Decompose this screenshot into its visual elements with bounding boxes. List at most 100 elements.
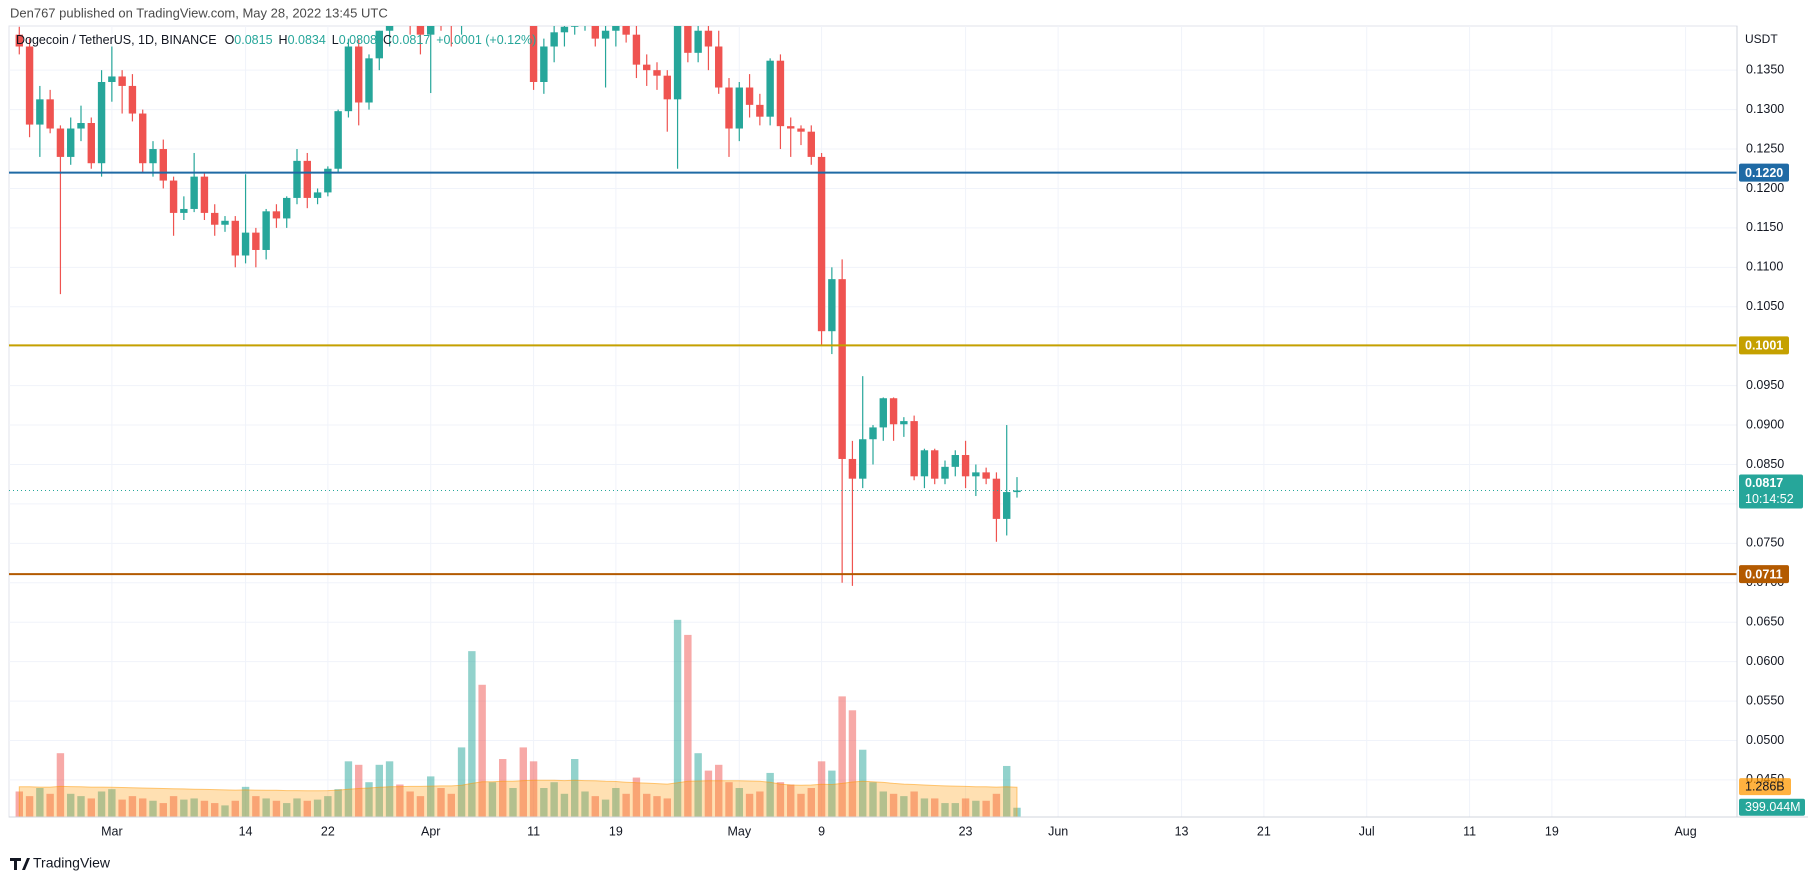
candle-body	[879, 398, 887, 428]
level-label: 0.1001	[1745, 339, 1783, 353]
candle-body	[108, 76, 116, 82]
volume-bar	[159, 803, 167, 817]
x-tick-label: 11	[1463, 824, 1476, 838]
candle-body	[200, 176, 209, 213]
x-tick-label: 14	[239, 824, 253, 838]
volume-bar	[478, 684, 486, 817]
volume-bar	[776, 782, 785, 817]
candle-body	[365, 58, 373, 103]
current-price-label: 0.0817	[1745, 476, 1783, 490]
y-tick-label: 0.0550	[1746, 693, 1784, 707]
x-tick-label: Jul	[1359, 824, 1375, 838]
x-tick-label: 13	[1175, 824, 1189, 838]
volume-bar	[499, 759, 507, 817]
candle-body	[406, 7, 413, 15]
legend-change: +0.0001 (+0.12%)	[436, 33, 536, 47]
legend-key: L	[332, 33, 339, 47]
candle-body	[313, 192, 322, 198]
y-tick-label: 0.1050	[1746, 299, 1784, 313]
candle-body	[920, 450, 929, 477]
volume-bar	[87, 798, 95, 817]
candle-body	[591, 26, 599, 39]
candle-body	[241, 232, 250, 256]
candle-body	[869, 427, 877, 440]
volume-bar	[25, 796, 34, 817]
x-tick-label: 9	[818, 824, 825, 838]
candle-body	[458, 3, 465, 15]
candle-body	[817, 156, 826, 332]
volume-bar	[982, 800, 990, 817]
volume-bar	[427, 776, 435, 817]
candle-body	[262, 211, 270, 250]
y-tick-label: 0.0650	[1746, 615, 1784, 629]
volume-bar	[931, 798, 939, 817]
candle-body	[910, 421, 918, 477]
volume-bar	[139, 798, 147, 817]
volume-bar	[293, 798, 301, 817]
y-tick-label: 0.1150	[1746, 220, 1783, 234]
price-pane	[15, 3, 1021, 586]
candle-body	[344, 46, 353, 112]
volume-bar	[622, 793, 630, 817]
candle-body	[15, 34, 23, 47]
x-tick-label: Jun	[1048, 824, 1068, 838]
candle-body	[951, 455, 959, 467]
candle-body	[139, 113, 147, 164]
volume-bar	[355, 764, 363, 817]
volume-bar	[488, 782, 497, 817]
volume-bar	[118, 799, 126, 817]
candle-body	[355, 46, 363, 103]
candle-body	[715, 46, 723, 88]
candle-body	[550, 32, 558, 47]
current-price-box	[1739, 474, 1803, 509]
volume-bar	[869, 782, 877, 817]
candle-body	[889, 398, 898, 425]
candle-body	[859, 439, 867, 479]
candle-body	[571, 26, 579, 27]
volume-ma-label-box	[1739, 778, 1791, 796]
level-label-box	[1739, 163, 1789, 182]
volume-bar	[283, 803, 291, 817]
volume-bar	[735, 788, 743, 817]
x-tick-label: Aug	[1674, 824, 1696, 838]
candle-body	[776, 60, 785, 127]
volume-bar	[540, 788, 548, 817]
volume-bar	[272, 800, 281, 817]
volume-bar	[437, 788, 445, 817]
candle-body	[673, 26, 682, 100]
candle-body	[961, 455, 970, 477]
y-tick-label: 0.0750	[1746, 536, 1784, 550]
volume-bar	[715, 764, 723, 817]
candle-body	[745, 87, 754, 105]
volume-bar	[673, 619, 682, 817]
legend-key: H	[279, 33, 288, 47]
volume-ma-area	[18, 779, 1018, 817]
volume-bar	[571, 759, 579, 817]
countdown: 10:14:52	[1745, 492, 1794, 506]
candle-body	[375, 30, 383, 59]
volume-bar	[859, 749, 867, 817]
candle-body	[684, 26, 692, 53]
candle-body	[725, 87, 733, 129]
candle-body	[540, 46, 548, 82]
volume-bar	[643, 793, 651, 817]
volume-bar	[303, 800, 311, 817]
volume-bar	[36, 788, 44, 817]
candle-body	[324, 168, 332, 193]
candle-body	[231, 220, 239, 256]
x-tick-label: 23	[959, 824, 973, 838]
candle-body	[601, 30, 610, 39]
volume-bar	[838, 696, 846, 817]
candle-body	[581, 15, 588, 19]
volume-bar	[941, 803, 949, 817]
volume-bar	[920, 798, 929, 817]
volume-bar	[725, 782, 733, 817]
candle-body	[838, 279, 846, 459]
candle-body	[25, 46, 34, 125]
level-label: 0.1220	[1745, 166, 1783, 180]
y-tick-label: 0.0600	[1746, 654, 1784, 668]
volume-bar	[190, 798, 198, 817]
volume-bar	[900, 796, 908, 817]
candle-body	[797, 128, 805, 132]
candle-body	[1003, 492, 1011, 519]
